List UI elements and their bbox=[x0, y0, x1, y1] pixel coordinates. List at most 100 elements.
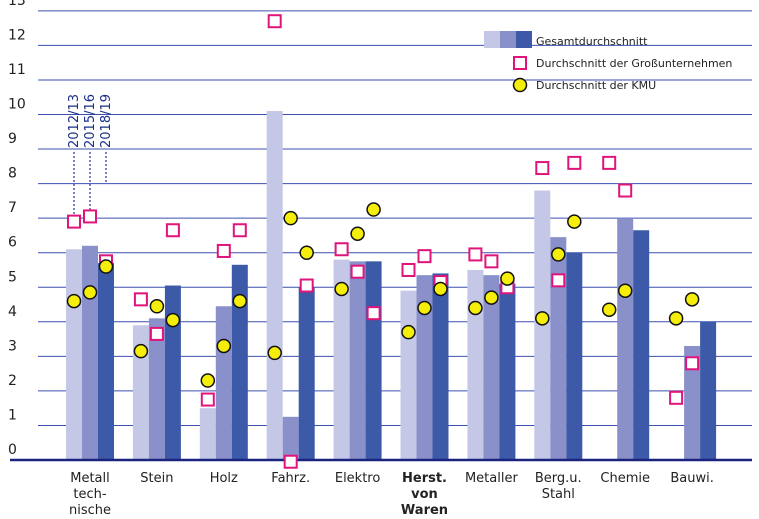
markers bbox=[66, 14, 700, 469]
x-tick-label: Metall tech-nische bbox=[69, 471, 111, 518]
bar bbox=[164, 285, 181, 460]
kmu-marker bbox=[149, 299, 165, 314]
large-company-marker bbox=[567, 155, 582, 170]
bar bbox=[231, 264, 248, 460]
kmu-marker bbox=[66, 293, 82, 309]
bar bbox=[432, 273, 449, 460]
period-label: 2018/19 bbox=[99, 94, 114, 148]
legend-label-large: Durchschnitt der Großunternehmen bbox=[536, 57, 732, 70]
bar bbox=[467, 269, 484, 460]
kmu-marker bbox=[133, 343, 149, 359]
bar bbox=[266, 111, 283, 461]
kmu-marker bbox=[299, 245, 314, 260]
large-company-marker bbox=[484, 254, 499, 269]
large-company-marker bbox=[618, 183, 633, 198]
bar bbox=[215, 306, 232, 460]
x-axis-ticks: Metall tech-nische Stein Holz Fahrz. Elektro H… bbox=[69, 471, 714, 518]
bar bbox=[633, 230, 650, 460]
large-company-marker bbox=[669, 390, 684, 405]
kmu-marker bbox=[500, 271, 515, 286]
large-company-marker bbox=[83, 209, 97, 224]
kmu-marker bbox=[484, 290, 499, 305]
legend: Gesamtdurchschnitt Durchschnitt der Großu… bbox=[484, 31, 732, 93]
y-tick-label: 7 bbox=[8, 200, 17, 216]
bar bbox=[499, 283, 516, 460]
legend-label-bars: Gesamtdurchschnitt bbox=[536, 35, 648, 48]
kmu-marker bbox=[98, 259, 114, 274]
large-company-marker bbox=[535, 161, 550, 176]
y-tick-label: 13 bbox=[8, 0, 26, 9]
large-company-marker bbox=[232, 223, 247, 238]
bar bbox=[82, 245, 98, 460]
y-tick-label: 3 bbox=[8, 338, 17, 354]
large-company-marker bbox=[283, 454, 298, 469]
large-company-marker bbox=[299, 278, 314, 293]
large-company-marker bbox=[551, 273, 566, 288]
legend-label-kmu: Durchschnitt der KMU bbox=[536, 79, 656, 92]
kmu-marker bbox=[433, 281, 448, 297]
legend-swatch-kmu bbox=[512, 77, 528, 93]
kmu-marker bbox=[267, 345, 282, 361]
legend-swatch-bar bbox=[500, 31, 516, 48]
kmu-marker bbox=[334, 281, 349, 297]
kmu-marker bbox=[401, 324, 416, 340]
kmu-marker bbox=[200, 373, 216, 388]
kmu-marker bbox=[165, 312, 181, 328]
large-company-marker bbox=[350, 264, 365, 279]
large-company-marker bbox=[216, 243, 231, 258]
x-tick-label: Holz bbox=[210, 471, 238, 486]
x-tick-label: Bauwi. bbox=[670, 471, 714, 486]
legend-swatch-bar bbox=[516, 31, 532, 48]
y-tick-label: 2 bbox=[8, 373, 17, 389]
bar bbox=[700, 321, 717, 460]
large-company-marker bbox=[685, 356, 700, 371]
bars bbox=[66, 111, 717, 461]
kmu-marker bbox=[668, 311, 684, 326]
bar bbox=[400, 290, 417, 460]
large-company-marker bbox=[149, 326, 164, 341]
period-label: 2015/16 bbox=[83, 94, 98, 148]
kmu-marker bbox=[216, 338, 232, 354]
kmu-marker bbox=[567, 214, 582, 229]
bar bbox=[550, 237, 567, 460]
kmu-marker bbox=[366, 202, 381, 217]
bar bbox=[416, 275, 433, 460]
x-tick-label: Berg.u. Stahl bbox=[535, 471, 582, 502]
large-company-marker bbox=[67, 214, 81, 229]
kmu-marker bbox=[535, 311, 550, 326]
x-tick-label: Stein bbox=[140, 471, 173, 486]
period-annotation: 2012/13 2015/16 2018/19 bbox=[67, 94, 114, 217]
large-company-marker bbox=[366, 306, 381, 321]
x-tick-label: Elektro bbox=[335, 471, 381, 486]
kmu-marker bbox=[283, 210, 298, 226]
bar bbox=[333, 259, 350, 460]
kmu-marker bbox=[468, 300, 483, 316]
bar bbox=[617, 218, 634, 460]
large-company-marker bbox=[468, 247, 483, 262]
kmu-marker bbox=[82, 285, 98, 300]
bar bbox=[566, 252, 583, 460]
y-tick-label: 9 bbox=[8, 131, 17, 147]
large-company-marker bbox=[417, 249, 432, 264]
y-tick-label: 12 bbox=[8, 27, 26, 43]
bar bbox=[66, 249, 82, 460]
bar bbox=[199, 408, 216, 460]
kmu-marker bbox=[551, 247, 566, 262]
bar bbox=[684, 345, 701, 460]
bar bbox=[483, 275, 500, 460]
y-tick-label: 6 bbox=[8, 235, 17, 251]
kmu-marker bbox=[417, 300, 432, 316]
kmu-marker bbox=[601, 302, 617, 317]
kmu-marker bbox=[617, 283, 633, 298]
y-tick-label: 4 bbox=[8, 304, 17, 320]
bar bbox=[132, 325, 149, 460]
large-company-marker bbox=[200, 392, 215, 407]
bar bbox=[148, 318, 165, 460]
period-label: 2012/13 bbox=[67, 94, 82, 148]
bar bbox=[98, 263, 114, 460]
x-tick-label: Chemie bbox=[600, 471, 650, 486]
y-tick-label: 11 bbox=[8, 62, 26, 78]
kmu-marker bbox=[232, 293, 248, 309]
